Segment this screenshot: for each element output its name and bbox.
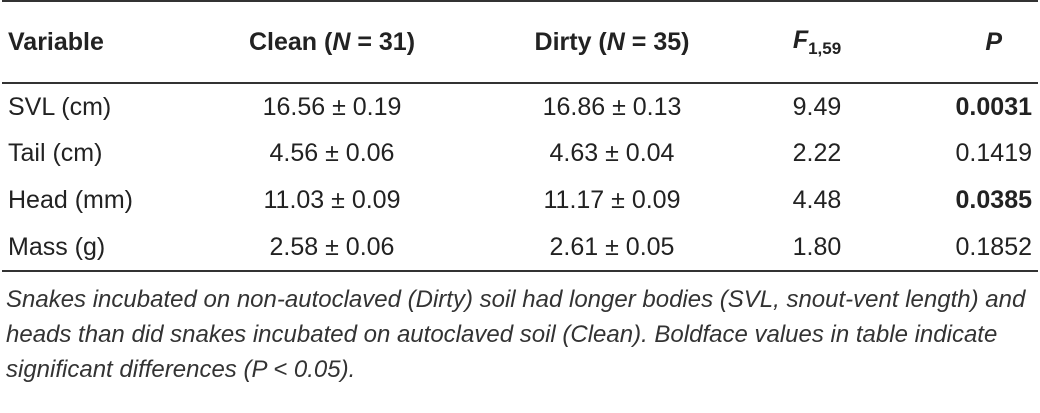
- table-cell: 11.03 ± 0.09: [263, 186, 401, 214]
- header-row: Variable Clean (N = 31) Dirty (N = 35) F…: [2, 1, 1038, 83]
- table-cell: 16.86 ± 0.13: [542, 92, 682, 121]
- table-cell: 0.0031: [955, 92, 1032, 121]
- table-cell: 0.1419: [955, 139, 1032, 167]
- table-cell: 9.49: [792, 92, 842, 121]
- table-cell: Mass (g): [8, 232, 106, 261]
- header-cell: Dirty (N = 35): [534, 27, 690, 56]
- header-cell: Clean (N = 31): [248, 27, 416, 56]
- table-cell: 16.56 ± 0.19: [262, 92, 402, 121]
- table-row: Head (mm) 11.03 ± 0.09 11.17 ± 0.09 4.48 0.0…: [2, 177, 1038, 224]
- table-cell: 2.22: [792, 139, 842, 167]
- table-cell: 4.63 ± 0.04: [549, 139, 675, 167]
- table-row: Mass (g) 2.58 ± 0.06 2.61 ± 0.05 1.80 0.1852: [2, 224, 1038, 271]
- table-cell: 1.80: [792, 232, 842, 261]
- table-cell: 2.58 ± 0.06: [269, 232, 395, 261]
- table-cell: 0.0385: [955, 186, 1032, 214]
- table-cell: Tail (cm): [8, 139, 103, 167]
- table-cell: SVL (cm): [8, 92, 112, 121]
- table-cell: 11.17 ± 0.09: [543, 186, 681, 214]
- table-row: SVL (cm) 16.56 ± 0.19 16.86 ± 0.13 9.49 0.00…: [2, 83, 1038, 130]
- table-cell: 4.48: [792, 186, 842, 214]
- data-table: Variable Clean (N = 31) Dirty (N = 35) F…: [2, 0, 1038, 272]
- header-cell: P: [985, 27, 1002, 56]
- header-cell: Variable: [8, 27, 104, 56]
- table-row: Tail (cm) 4.56 ± 0.06 4.63 ± 0.04 2.22 0.141…: [2, 130, 1038, 177]
- table-cell: Head (mm): [8, 186, 134, 214]
- table-caption: Snakes incubated on non-autoclaved (Dirt…: [6, 286, 1026, 383]
- header-cell: F1,59: [792, 25, 842, 58]
- table-cell: 0.1852: [955, 232, 1032, 261]
- table-cell: 4.56 ± 0.06: [269, 139, 395, 167]
- table-cell: 2.61 ± 0.05: [549, 232, 675, 261]
